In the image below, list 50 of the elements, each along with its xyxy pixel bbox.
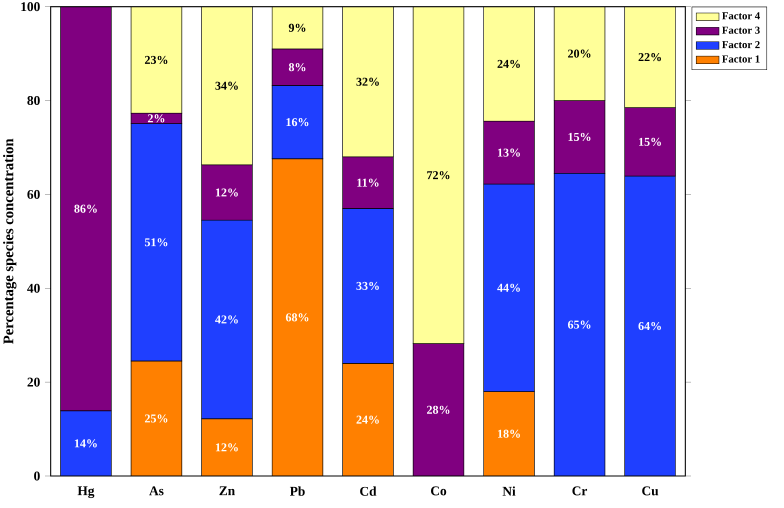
x-tick-label: Cd xyxy=(360,486,376,496)
legend-label: Factor 1 xyxy=(722,55,760,63)
x-tick-label: Ni xyxy=(502,486,516,496)
data-label: 12% xyxy=(216,188,238,197)
data-label: 18% xyxy=(498,430,520,438)
x-tick-label: Pb xyxy=(290,486,305,496)
x-tick-label: As xyxy=(149,486,164,496)
data-label: 15% xyxy=(568,132,590,141)
data-label: 24% xyxy=(356,416,379,424)
data-label: 86% xyxy=(74,204,97,213)
x-tick-label: Cr xyxy=(572,486,588,496)
data-label: 24% xyxy=(498,60,520,68)
legend-label: Factor 2 xyxy=(722,41,760,48)
x-tick-label: Hg xyxy=(78,486,94,498)
data-label: 16% xyxy=(286,118,308,126)
y-tick-label: 0 xyxy=(34,472,40,480)
data-label: 65% xyxy=(568,320,590,329)
data-label: 68% xyxy=(286,313,308,322)
x-tick-label: Cu xyxy=(642,486,658,496)
legend-label: Factor 3 xyxy=(722,26,760,34)
data-label: 64% xyxy=(638,322,661,330)
y-tick-label: 100 xyxy=(21,2,40,12)
data-label: 44% xyxy=(497,284,520,292)
data-label: 28% xyxy=(427,406,450,414)
y-tick-label: 20 xyxy=(28,378,40,387)
x-tick-label: Zn xyxy=(219,486,235,496)
data-label: 13% xyxy=(498,148,520,157)
y-tick-label: 80 xyxy=(27,96,40,106)
data-label: 33% xyxy=(356,282,379,290)
data-label: 34% xyxy=(215,82,238,90)
data-label: 42% xyxy=(215,315,238,324)
data-label: 14% xyxy=(74,439,97,448)
data-label: 23% xyxy=(144,56,168,64)
y-tick-label: 40 xyxy=(27,284,40,293)
y-tick-label: 60 xyxy=(27,190,40,199)
x-tick-label: Co xyxy=(431,486,446,496)
data-label: 11% xyxy=(357,178,379,187)
data-label: 25% xyxy=(144,414,168,423)
data-label: 22% xyxy=(638,53,661,62)
data-label: 72% xyxy=(427,171,450,180)
data-label: 20% xyxy=(568,50,590,58)
data-label: 51% xyxy=(144,238,168,246)
data-label: 15% xyxy=(639,138,661,146)
legend-label: Factor 4 xyxy=(722,12,760,20)
data-label: 32% xyxy=(356,78,379,86)
y-axis-title: Percentage species concentration xyxy=(3,138,16,344)
data-label: 8% xyxy=(288,63,306,72)
data-label: 2% xyxy=(148,114,164,122)
data-label: 9% xyxy=(288,24,306,32)
data-label: 12% xyxy=(216,443,238,452)
